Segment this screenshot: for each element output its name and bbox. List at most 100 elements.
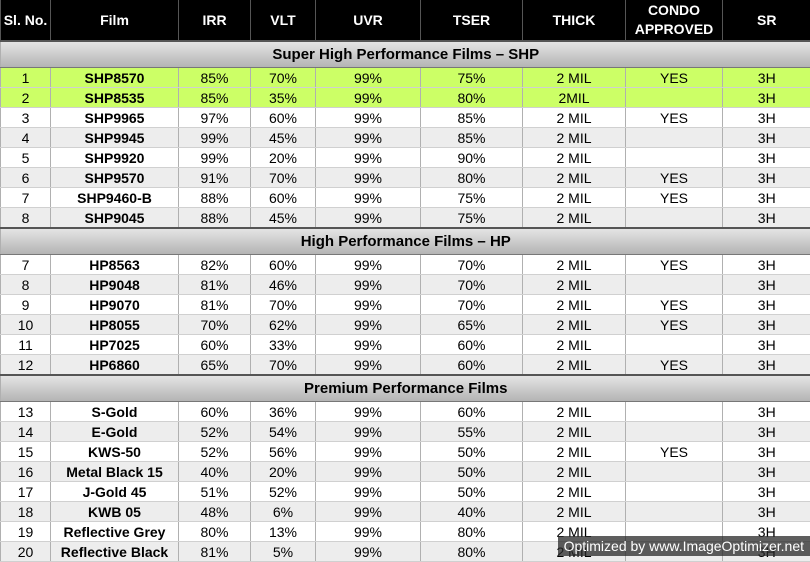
cell: YES [626, 188, 723, 208]
cell: 2 MIL [523, 275, 626, 295]
cell: 11 [1, 335, 51, 355]
film-name: KWS-50 [51, 442, 179, 462]
film-name: E-Gold [51, 422, 179, 442]
cell: 70% [421, 255, 523, 275]
film-name: HP8563 [51, 255, 179, 275]
cell: 62% [251, 315, 316, 335]
cell: 81% [179, 295, 251, 315]
cell: YES [626, 295, 723, 315]
cell: 3H [723, 188, 810, 208]
film-name: SHP9570 [51, 168, 179, 188]
cell: 3H [723, 208, 810, 229]
cell: 40% [421, 502, 523, 522]
cell: 70% [251, 168, 316, 188]
cell: 15 [1, 442, 51, 462]
cell: 52% [179, 442, 251, 462]
cell: 20% [251, 148, 316, 168]
cell: 50% [421, 462, 523, 482]
cell: 3H [723, 315, 810, 335]
cell: 2 MIL [523, 295, 626, 315]
cell: 2 MIL [523, 148, 626, 168]
cell: 99% [316, 168, 421, 188]
cell: 3H [723, 335, 810, 355]
cell: 3H [723, 275, 810, 295]
cell: 99% [316, 275, 421, 295]
film-name: SHP9045 [51, 208, 179, 229]
cell: 5 [1, 148, 51, 168]
cell: YES [626, 168, 723, 188]
cell: 50% [421, 442, 523, 462]
column-header: VLT [251, 0, 316, 41]
film-name: HP8055 [51, 315, 179, 335]
cell: 60% [179, 402, 251, 422]
cell: 33% [251, 335, 316, 355]
cell: 60% [421, 355, 523, 376]
cell: 60% [421, 335, 523, 355]
cell: 16 [1, 462, 51, 482]
cell: 4 [1, 128, 51, 148]
cell: 17 [1, 482, 51, 502]
cell [626, 275, 723, 295]
cell: 54% [251, 422, 316, 442]
cell: 2 MIL [523, 442, 626, 462]
film-name: S-Gold [51, 402, 179, 422]
cell: 56% [251, 442, 316, 462]
cell: 80% [179, 522, 251, 542]
cell: 70% [421, 275, 523, 295]
cell: 7 [1, 255, 51, 275]
cell: 80% [421, 88, 523, 108]
cell: 99% [316, 355, 421, 376]
cell: 2 MIL [523, 482, 626, 502]
cell: 91% [179, 168, 251, 188]
section-title: Super High Performance Films – SHP [1, 41, 810, 68]
cell: 60% [251, 108, 316, 128]
cell: 45% [251, 128, 316, 148]
cell: 82% [179, 255, 251, 275]
cell: 99% [316, 255, 421, 275]
cell: 60% [251, 255, 316, 275]
column-header: UVR [316, 0, 421, 41]
cell: 2 MIL [523, 168, 626, 188]
cell: 99% [316, 128, 421, 148]
cell [626, 502, 723, 522]
film-name: SHP9460-B [51, 188, 179, 208]
cell: 20 [1, 542, 51, 562]
cell: 12 [1, 355, 51, 376]
cell: 20% [251, 462, 316, 482]
film-name: SHP9965 [51, 108, 179, 128]
cell: 70% [251, 355, 316, 376]
cell: 35% [251, 88, 316, 108]
section-title: Premium Performance Films [1, 375, 810, 402]
cell: 99% [316, 502, 421, 522]
cell [626, 422, 723, 442]
cell: 3H [723, 462, 810, 482]
cell: 85% [421, 128, 523, 148]
cell: 97% [179, 108, 251, 128]
cell: 46% [251, 275, 316, 295]
cell [626, 128, 723, 148]
cell: 3H [723, 128, 810, 148]
cell: 3H [723, 88, 810, 108]
cell: 2 MIL [523, 402, 626, 422]
column-header: SR [723, 0, 810, 41]
cell: YES [626, 68, 723, 88]
cell: 99% [316, 88, 421, 108]
cell [626, 462, 723, 482]
cell [626, 88, 723, 108]
cell: 19 [1, 522, 51, 542]
cell: 9 [1, 295, 51, 315]
cell: 88% [179, 188, 251, 208]
cell: 2 MIL [523, 502, 626, 522]
cell: 2 MIL [523, 188, 626, 208]
cell: 2 MIL [523, 462, 626, 482]
cell: 51% [179, 482, 251, 502]
cell: 99% [316, 68, 421, 88]
cell [626, 402, 723, 422]
